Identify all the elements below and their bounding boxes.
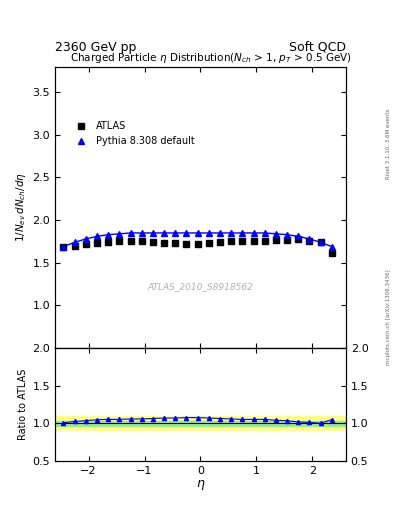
ATLAS	[72, 243, 77, 249]
Pythia 8.308 default	[83, 236, 88, 242]
Text: Soft QCD: Soft QCD	[289, 41, 346, 54]
ATLAS	[307, 238, 312, 244]
Pythia 8.308 default	[106, 231, 110, 238]
ATLAS	[195, 241, 200, 247]
Pythia 8.308 default	[128, 230, 133, 236]
ATLAS	[140, 239, 144, 245]
Y-axis label: $1/N_{ev}\, dN_{ch}/d\eta$: $1/N_{ev}\, dN_{ch}/d\eta$	[14, 172, 28, 243]
Pythia 8.308 default	[206, 230, 211, 236]
ATLAS	[61, 244, 66, 250]
ATLAS	[95, 240, 99, 246]
Pythia 8.308 default	[251, 230, 256, 236]
Pythia 8.308 default	[195, 230, 200, 236]
Text: Charged Particle $\eta$ Distribution($N_{ch}$ > 1, $p_T$ > 0.5 GeV): Charged Particle $\eta$ Distribution($N_…	[70, 51, 352, 65]
ATLAS	[173, 240, 178, 246]
Pythia 8.308 default	[263, 230, 267, 236]
ATLAS	[263, 238, 267, 244]
Pythia 8.308 default	[329, 244, 334, 250]
Pythia 8.308 default	[162, 230, 167, 236]
Pythia 8.308 default	[296, 233, 301, 240]
Pythia 8.308 default	[117, 231, 122, 237]
ATLAS	[329, 250, 334, 257]
ATLAS	[151, 239, 155, 245]
ATLAS	[274, 237, 278, 243]
Pythia 8.308 default	[184, 230, 189, 236]
Text: ATLAS_2010_S8918562: ATLAS_2010_S8918562	[147, 282, 253, 291]
ATLAS	[229, 239, 233, 245]
Legend: ATLAS, Pythia 8.308 default: ATLAS, Pythia 8.308 default	[70, 117, 198, 150]
ATLAS	[184, 241, 189, 247]
Line: Pythia 8.308 default: Pythia 8.308 default	[61, 230, 334, 249]
Pythia 8.308 default	[140, 230, 144, 236]
Pythia 8.308 default	[318, 239, 323, 245]
X-axis label: $\eta$: $\eta$	[196, 478, 205, 493]
Y-axis label: Ratio to ATLAS: Ratio to ATLAS	[18, 369, 28, 440]
Pythia 8.308 default	[61, 244, 66, 250]
Pythia 8.308 default	[285, 231, 290, 238]
ATLAS	[218, 239, 222, 245]
Text: mcplots.cern.ch [arXiv:1306.3436]: mcplots.cern.ch [arXiv:1306.3436]	[386, 270, 391, 365]
Pythia 8.308 default	[240, 230, 245, 236]
Text: Rivet 3.1.10, 3.6M events: Rivet 3.1.10, 3.6M events	[386, 108, 391, 179]
ATLAS	[240, 238, 245, 244]
ATLAS	[83, 241, 88, 247]
ATLAS	[296, 236, 301, 242]
ATLAS	[206, 240, 211, 246]
Pythia 8.308 default	[274, 231, 278, 237]
ATLAS	[251, 238, 256, 244]
Pythia 8.308 default	[218, 230, 222, 236]
ATLAS	[106, 239, 110, 245]
Pythia 8.308 default	[229, 230, 233, 236]
ATLAS	[162, 240, 167, 246]
Pythia 8.308 default	[72, 239, 77, 245]
ATLAS	[318, 239, 323, 245]
ATLAS	[285, 237, 290, 243]
Pythia 8.308 default	[95, 233, 99, 240]
Line: ATLAS: ATLAS	[60, 236, 335, 257]
Pythia 8.308 default	[173, 230, 178, 236]
Pythia 8.308 default	[307, 236, 312, 242]
Text: 2360 GeV pp: 2360 GeV pp	[55, 41, 136, 54]
Pythia 8.308 default	[151, 230, 155, 236]
ATLAS	[117, 239, 122, 245]
ATLAS	[128, 239, 133, 245]
